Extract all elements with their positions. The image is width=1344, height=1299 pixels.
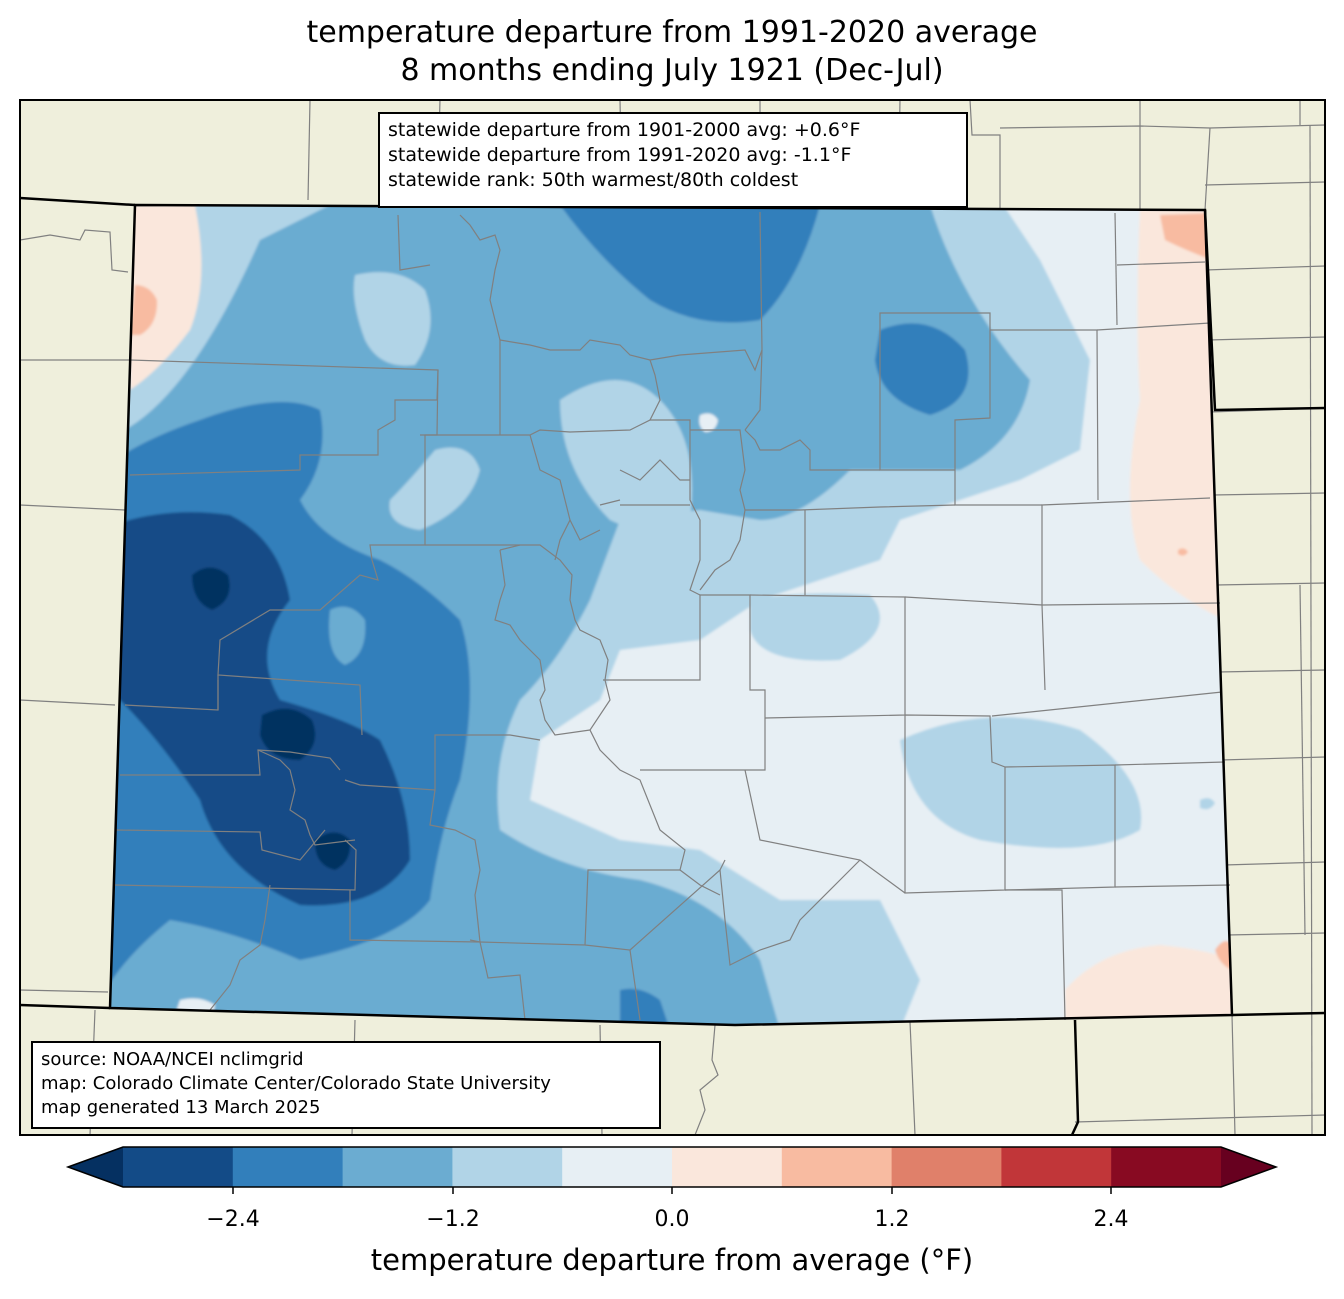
source-line: source: NOAA/NCEI nclimgrid xyxy=(41,1049,304,1070)
colorado-boundary xyxy=(108,203,1234,1027)
colorbar-extend-low xyxy=(68,1147,123,1187)
temperature-field xyxy=(110,205,1232,1025)
colorbar-label: temperature departure from average (°F) xyxy=(370,1243,974,1277)
stats-departure-1901-2000: statewide departure from 1901-2000 avg: … xyxy=(388,119,861,141)
colorbar-extend-high xyxy=(1221,1147,1276,1187)
colorbar-tick-label: −2.4 xyxy=(206,1207,260,1232)
colorbar-segment xyxy=(672,1147,783,1187)
colorbar-segment xyxy=(891,1147,1002,1187)
map-frame xyxy=(19,99,1326,1136)
map-title: temperature departure from 1991-2020 ave… xyxy=(0,14,1344,90)
colorbar-tick-label: −1.2 xyxy=(426,1207,480,1232)
stats-departure-1991-2020: statewide departure from 1991-2020 avg: … xyxy=(388,144,852,166)
colorbar-segment xyxy=(342,1147,453,1187)
colorbar-segment xyxy=(1111,1147,1222,1187)
colorbar-outline xyxy=(65,1146,1279,1188)
map-generated-line: map generated 13 March 2025 xyxy=(41,1097,321,1118)
colorbar-segment xyxy=(1001,1147,1112,1187)
colorbar xyxy=(65,1146,1279,1194)
colorbar-segment xyxy=(562,1147,673,1187)
colorbar-segment xyxy=(123,1147,234,1187)
colorbar-tick-label: 0.0 xyxy=(654,1207,690,1232)
map-credit-line: map: Colorado Climate Center/Colorado St… xyxy=(41,1073,551,1094)
colorbar-segment xyxy=(232,1147,344,1187)
colorado-county-lines xyxy=(114,211,1231,1021)
title-line-2: 8 months ending July 1921 (Dec-Jul) xyxy=(400,53,944,88)
neighbor-state-lines xyxy=(20,196,1325,1135)
title-line-1: temperature departure from 1991-2020 ave… xyxy=(306,15,1038,50)
source-box: source: NOAA/NCEI nclimgrid map: Colorad… xyxy=(31,1041,661,1129)
colorbar-segment xyxy=(452,1147,563,1187)
statewide-stats-box: statewide departure from 1901-2000 avg: … xyxy=(378,112,968,208)
colorbar-tick-label: 1.2 xyxy=(874,1207,910,1232)
stats-rank: statewide rank: 50th warmest/80th coldes… xyxy=(388,169,799,191)
colorbar-tick-label: 2.4 xyxy=(1093,1207,1129,1232)
colorbar-segment xyxy=(781,1147,893,1187)
